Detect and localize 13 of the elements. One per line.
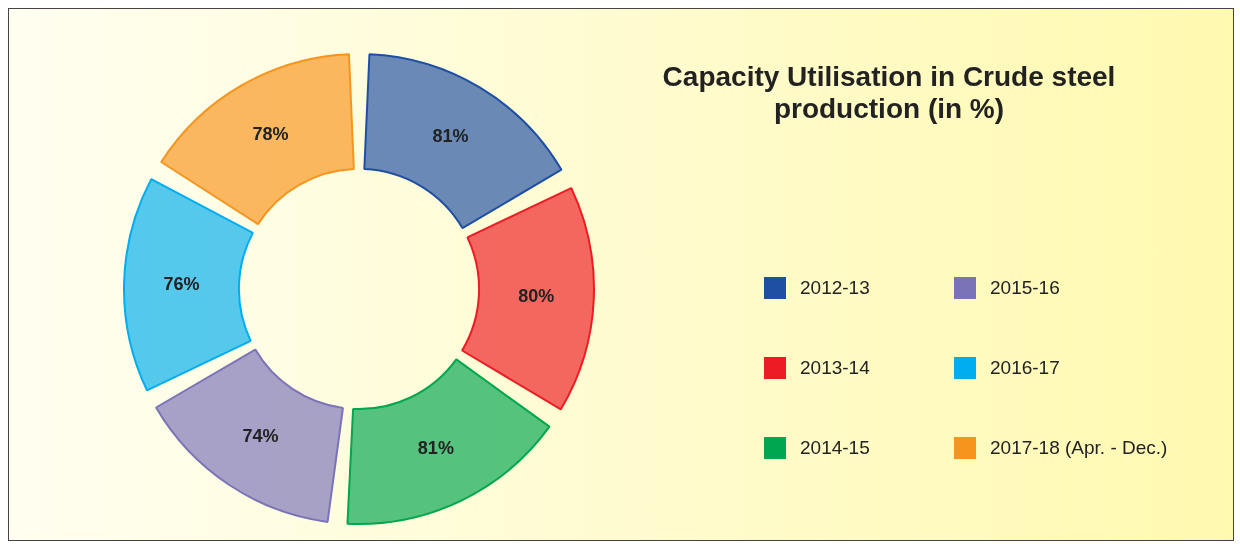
data-label: 78%: [252, 124, 289, 145]
data-label: 81%: [417, 438, 454, 458]
data-label: 80%: [518, 286, 555, 307]
legend-label: 2013-14: [800, 357, 870, 379]
legend-label: 2012-13: [800, 277, 870, 299]
legend-label: 2016-17: [990, 357, 1060, 379]
data-label: 76%: [163, 274, 200, 295]
legend-label: 2014-15: [800, 437, 870, 459]
legend-label: 2015-16: [990, 277, 1060, 299]
data-label: 81%: [432, 125, 469, 146]
data-label: 74%: [242, 425, 279, 446]
text: Capacity Utilisation in Crude steel production (in %): [661, 61, 1117, 125]
legend-label: 2017-18 (Apr. - Dec.): [990, 437, 1168, 459]
